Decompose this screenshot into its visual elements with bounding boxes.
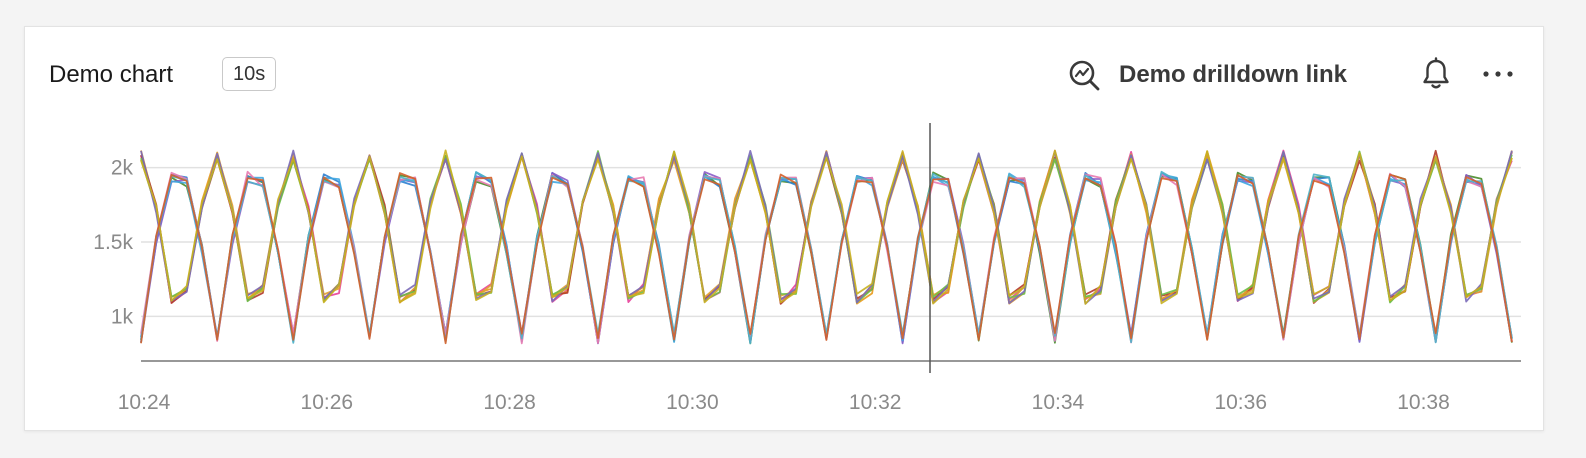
- chart-card: Demo chart 10s Demo drilldown link 1k 1.5…: [24, 26, 1544, 431]
- series-line: [140, 149, 1513, 305]
- x-tick-label: 10:30: [666, 391, 719, 414]
- x-tick-label: 10:36: [1214, 391, 1267, 414]
- bell-icon[interactable]: [1418, 56, 1454, 92]
- series-line: [140, 149, 1513, 305]
- zoom-trend-icon: [1069, 60, 1100, 91]
- series-line: [140, 149, 1513, 305]
- x-tick-label: 10:38: [1397, 391, 1450, 414]
- x-tick-label: 10:24: [118, 391, 171, 414]
- series-line: [140, 149, 1513, 305]
- line-chart: 1k 1.5k 2k 10:24 10:26 10:28 10:30 10:32 10:34 10…: [93, 123, 1521, 414]
- x-tick-label: 10:28: [483, 391, 536, 414]
- interval-badge: 10s: [222, 57, 277, 91]
- chart-header: Demo chart 10s Demo drilldown link: [25, 27, 1543, 123]
- drilldown-label: Demo drilldown link: [1119, 61, 1348, 88]
- more-horizontal-icon[interactable]: [1478, 58, 1518, 90]
- chart-title: Demo chart: [49, 61, 174, 88]
- series-line: [140, 150, 1513, 305]
- x-tick-label: 10:26: [301, 391, 354, 414]
- x-tick-label: 10:34: [1032, 391, 1085, 414]
- series-line: [140, 172, 1513, 345]
- x-tick-label: 10:32: [849, 391, 902, 414]
- y-tick-label: 1.5k: [93, 231, 133, 254]
- series-line: [140, 150, 1513, 304]
- series-line: [140, 150, 1513, 304]
- y-tick-label: 2k: [111, 157, 134, 180]
- y-tick-label: 1k: [111, 305, 134, 328]
- drilldown-link[interactable]: Demo drilldown link: [1067, 57, 1347, 93]
